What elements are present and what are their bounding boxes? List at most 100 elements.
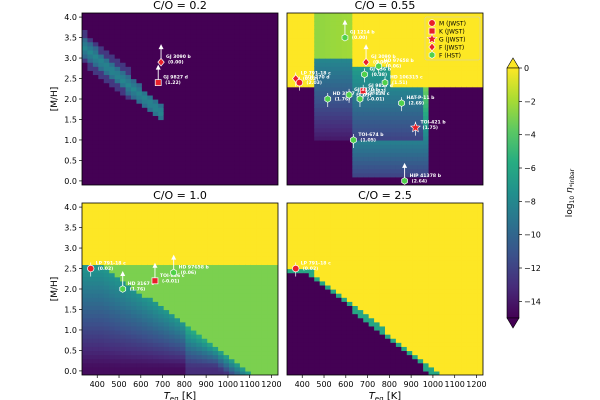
heatmap-cell <box>267 317 274 323</box>
heatmap-cell <box>212 135 219 141</box>
heatmap-cell <box>169 168 176 174</box>
heatmap-cell <box>190 276 197 282</box>
heatmap-cell <box>319 239 326 245</box>
heatmap-cell <box>185 231 192 237</box>
heatmap-cell <box>136 33 143 39</box>
heatmap-cell <box>472 115 479 121</box>
heatmap-cell <box>406 25 413 30</box>
heatmap-cell <box>190 74 197 80</box>
heatmap-cell <box>229 66 236 71</box>
heatmap-cell <box>98 33 105 39</box>
heatmap-cell <box>82 219 89 225</box>
heatmap-cell <box>136 276 143 282</box>
heatmap-cell <box>131 334 138 339</box>
heatmap-cell <box>223 168 230 174</box>
heatmap-cell <box>439 123 446 129</box>
heatmap-cell <box>136 135 143 141</box>
heatmap-cell <box>125 321 132 327</box>
heatmap-cell <box>385 180 392 185</box>
heatmap-cell <box>141 289 148 294</box>
heatmap-cell <box>152 135 159 141</box>
heatmap-cell <box>379 164 386 170</box>
heatmap-cell <box>308 297 315 302</box>
heatmap-cell <box>207 354 214 360</box>
heatmap-cell <box>314 111 321 116</box>
heatmap-cell <box>330 25 337 30</box>
heatmap-cell <box>261 280 268 286</box>
heatmap-cell <box>120 260 127 266</box>
heatmap-cell <box>174 131 181 137</box>
heatmap-cell <box>245 37 252 43</box>
heatmap-cell <box>261 139 268 145</box>
heatmap-cell <box>223 211 230 216</box>
heatmap-cell <box>287 139 294 145</box>
heatmap-cell <box>190 86 197 92</box>
heatmap-cell <box>297 264 304 270</box>
heatmap-cell <box>114 235 121 241</box>
heatmap-cell <box>314 17 321 22</box>
heatmap-cell <box>319 123 326 129</box>
heatmap-cell <box>169 362 176 368</box>
heatmap-cell <box>303 280 310 286</box>
heatmap-cell <box>190 260 197 266</box>
heatmap-cell <box>174 78 181 84</box>
heatmap-cell <box>87 370 94 375</box>
heatmap-cell <box>190 94 197 100</box>
heatmap-cell <box>218 139 225 145</box>
heatmap-cell <box>87 13 94 18</box>
heatmap-cell <box>180 164 187 170</box>
heatmap-cell <box>152 139 159 145</box>
heatmap-cell <box>346 62 353 67</box>
heatmap-cell <box>272 37 278 43</box>
heatmap-cell <box>417 127 424 133</box>
heatmap-cell <box>147 289 154 294</box>
heatmap-cell <box>319 370 326 375</box>
heatmap-cell <box>308 203 315 208</box>
heatmap-cell <box>169 309 176 315</box>
y-tick-label: 4.0 <box>64 13 77 22</box>
heatmap-cell <box>185 256 192 261</box>
heatmap-cell <box>401 29 408 35</box>
heatmap-cell <box>190 350 197 356</box>
heatmap-cell <box>120 13 127 18</box>
heatmap-cell <box>234 248 241 253</box>
heatmap-cell <box>385 164 392 170</box>
heatmap-cell <box>158 160 165 166</box>
heatmap-cell <box>267 239 274 245</box>
heatmap-cell <box>267 156 274 162</box>
heatmap-cell <box>428 127 435 133</box>
heatmap-cell <box>158 94 165 100</box>
heatmap-cell <box>114 260 121 266</box>
heatmap-cell <box>287 227 294 233</box>
heatmap-cell <box>439 115 446 121</box>
heatmap-cell <box>147 272 154 278</box>
heatmap-cell <box>261 33 268 39</box>
heatmap-cell <box>185 25 192 30</box>
heatmap-cell <box>346 144 353 149</box>
heatmap-cell <box>174 309 181 315</box>
heatmap-cell <box>158 362 165 368</box>
heatmap-cell <box>201 358 208 364</box>
heatmap-cell <box>417 180 424 185</box>
heatmap-cell <box>390 127 397 133</box>
heatmap-cell <box>423 82 430 88</box>
heatmap-cell <box>174 215 181 220</box>
heatmap-cell <box>136 45 143 51</box>
heatmap-cell <box>455 123 462 129</box>
heatmap-cell <box>125 86 132 92</box>
heatmap-cell <box>256 53 263 59</box>
heatmap-cell <box>82 180 89 185</box>
heatmap-cell <box>114 127 121 133</box>
heatmap-cell <box>169 99 176 104</box>
heatmap-cell <box>308 223 315 229</box>
heatmap-cell <box>352 90 359 96</box>
heatmap-cell <box>158 70 165 76</box>
heatmap-cell <box>428 103 435 108</box>
heatmap-cell <box>234 207 241 212</box>
heatmap-cell <box>180 231 187 237</box>
heatmap-cell <box>131 280 138 286</box>
heatmap-cell <box>314 86 321 92</box>
heatmap-cell <box>114 131 121 137</box>
heatmap-cell <box>319 338 326 343</box>
heatmap-cell <box>136 256 143 261</box>
